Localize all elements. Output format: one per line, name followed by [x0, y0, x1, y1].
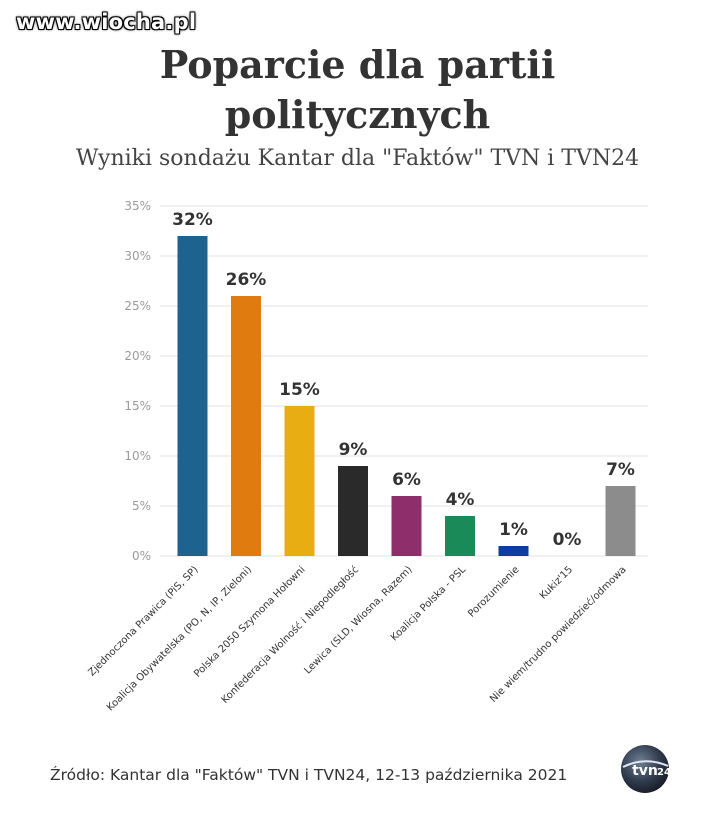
- y-tick-label: 20%: [124, 349, 151, 363]
- svg-text:24: 24: [657, 767, 671, 778]
- bar: [605, 486, 636, 556]
- x-tick-label: Porozumienie: [466, 564, 521, 619]
- x-tick-label: Zjednoczona Prawica (PiS, SP): [86, 564, 200, 678]
- source-note: Źródło: Kantar dla "Faktów" TVN i TVN24,…: [50, 766, 568, 784]
- watermark-text: www.wiocha.pl: [16, 10, 197, 34]
- value-label: 4%: [446, 490, 475, 510]
- bar: [177, 236, 208, 556]
- bars: [177, 236, 636, 556]
- bar: [338, 466, 368, 556]
- value-label: 1%: [499, 520, 528, 540]
- value-label: 9%: [339, 440, 368, 460]
- value-labels: 32% 26% 15% 9% 6% 4% 1% 0% 7%: [172, 210, 635, 550]
- value-label: 26%: [226, 270, 267, 290]
- bar: [231, 296, 261, 556]
- y-tick-label: 5%: [132, 499, 151, 513]
- y-tick-label: 25%: [124, 299, 151, 313]
- chart-subtitle: Wyniki sondażu Kantar dla "Faktów" TVN i…: [75, 146, 640, 171]
- y-tick-label: 30%: [124, 249, 151, 263]
- svg-text:tvn: tvn: [632, 763, 658, 779]
- y-tick-label: 15%: [124, 399, 151, 413]
- x-tick-label: Kukiz'15: [538, 564, 575, 601]
- y-tick-label: 35%: [124, 199, 151, 213]
- x-tick-label: Lewica (SLD, Wiosna, Razem): [302, 564, 414, 676]
- value-label: 0%: [553, 530, 582, 550]
- value-label: 15%: [279, 380, 320, 400]
- chart-title: Poparcie dla partii politycznych: [0, 40, 715, 140]
- y-tick-label: 0%: [132, 549, 151, 563]
- chart-title-line: politycznych: [224, 92, 491, 137]
- bar: [284, 406, 315, 556]
- value-label: 32%: [172, 210, 213, 230]
- value-label: 6%: [392, 470, 421, 490]
- bar: [391, 496, 422, 556]
- y-tick-label: 10%: [124, 449, 151, 463]
- bar-chart: 0% 5% 10% 15% 20% 25% 30% 35% 32% 26% 15% 9% 6% 4% 1%…: [86, 199, 648, 714]
- y-axis-ticks: 0% 5% 10% 15% 20% 25% 30% 35%: [124, 199, 151, 563]
- value-label: 7%: [606, 460, 635, 480]
- chart-title-line: Poparcie dla partii: [159, 42, 556, 87]
- x-tick-label: Polska 2050 Szymona Hołowni: [192, 564, 307, 679]
- bar: [498, 546, 529, 556]
- x-axis-labels: Zjednoczona Prawica (PiS, SP)Koalicja Ob…: [86, 564, 628, 714]
- bar: [445, 516, 475, 556]
- tvn24-logo: tvn 24: [621, 745, 671, 793]
